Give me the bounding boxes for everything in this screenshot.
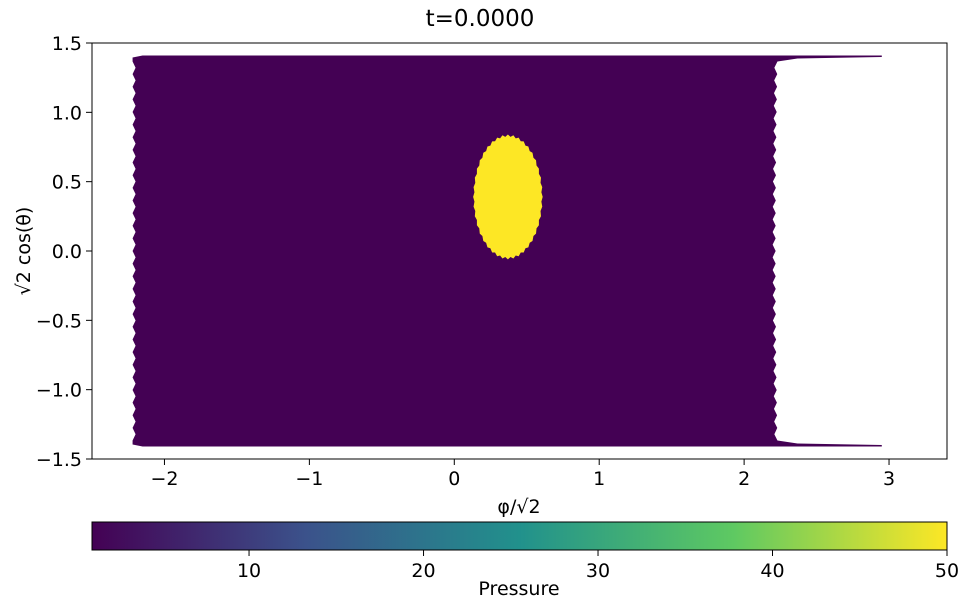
x-tick-label: 1 [593,468,605,490]
y-axis: −1.5 −1.0 −0.5 0.0 0.5 1.0 1.5 [36,33,92,471]
y-tick-label: −1.0 [36,380,82,402]
colorbar [91,521,948,551]
chart-title: t=0.0000 [426,6,535,32]
x-axis: −2 −1 0 1 2 3 [150,459,895,490]
colorbar-tick-label: 20 [411,560,435,582]
plot-area [132,55,882,447]
x-tick-label: 3 [883,468,895,490]
x-tick-label: 0 [448,468,460,490]
colorbar-tick-label: 50 [935,560,959,582]
colorbar-tick-label: 30 [586,560,610,582]
y-tick-label: 1.5 [52,33,82,55]
x-tick-label: 2 [738,468,750,490]
colorbar-label: Pressure [478,578,559,600]
x-axis-label: φ/√2 [497,496,540,518]
y-tick-label: 0.5 [52,172,82,194]
x-tick-label: −1 [295,468,323,490]
y-axis-label: √2 cos(θ) [13,207,35,296]
pressure-blob [473,134,543,260]
colorbar-axis: 10 20 30 40 50 [237,550,959,582]
y-tick-label: 1.0 [52,102,82,124]
x-tick-label: −2 [150,468,178,490]
y-tick-label: 0.0 [52,241,82,263]
colorbar-tick-label: 10 [237,560,261,582]
y-tick-label: −0.5 [36,310,82,332]
y-tick-label: −1.5 [36,449,82,471]
colorbar-tick-label: 40 [760,560,784,582]
